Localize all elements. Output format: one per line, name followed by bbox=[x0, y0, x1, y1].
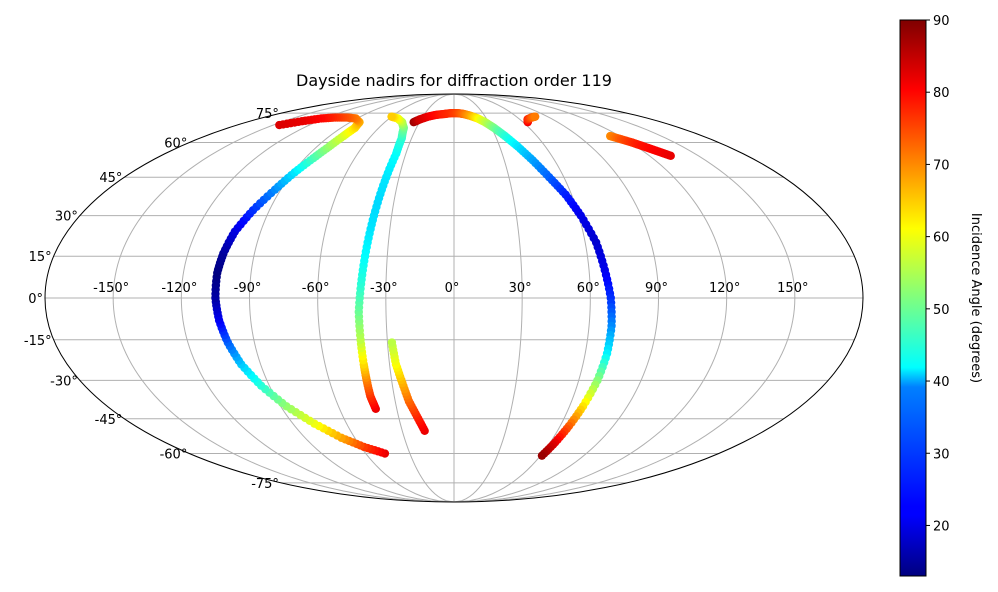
x-tick-label: -60° bbox=[302, 281, 330, 296]
colorbar-tick-label: 40 bbox=[933, 375, 950, 390]
colorbar-label: Incidence Angle (degrees) bbox=[968, 213, 983, 383]
chart-title: Dayside nadirs for diffraction order 119 bbox=[296, 71, 612, 90]
data-point bbox=[387, 112, 396, 121]
graticule bbox=[45, 93, 863, 503]
x-tick-label: -30° bbox=[370, 281, 398, 296]
colorbar-tick-label: 50 bbox=[933, 303, 950, 318]
y-tick-label: 15° bbox=[29, 250, 52, 265]
y-tick-label: 45° bbox=[99, 171, 122, 186]
y-tick-label: -30° bbox=[50, 374, 78, 389]
y-tick-label: 0° bbox=[28, 292, 43, 307]
data-point bbox=[530, 112, 540, 121]
colorbar-tick-label: 20 bbox=[933, 519, 950, 534]
colorbar-gradient bbox=[899, 19, 927, 577]
x-tick-label: 120° bbox=[709, 281, 740, 296]
map-boundary bbox=[44, 93, 864, 503]
x-tick-label: -120° bbox=[161, 281, 197, 296]
x-tick-label: -90° bbox=[234, 281, 262, 296]
x-tick-label: -150° bbox=[93, 281, 129, 296]
scatter-points bbox=[211, 108, 675, 460]
colorbar-tick-label: 80 bbox=[933, 86, 950, 101]
data-point bbox=[275, 120, 284, 130]
y-tick-label: -75° bbox=[251, 477, 279, 492]
colorbar-tick-label: 30 bbox=[933, 447, 950, 462]
latitude-tick-labels: -75° -60° -45° -30° -15° 0° 15° 30° 45° 60° 75° bbox=[24, 107, 279, 492]
x-tick-label: 0° bbox=[445, 281, 460, 296]
x-tick-label: 90° bbox=[645, 281, 668, 296]
data-point bbox=[387, 338, 397, 347]
data-point bbox=[666, 151, 675, 161]
longitude-tick-labels: -150° -120° -90° -60° -30° 0° 30° 60° 90° 120° 150… bbox=[93, 281, 808, 296]
y-tick-label: -15° bbox=[24, 334, 52, 349]
y-tick-label: 75° bbox=[256, 107, 279, 122]
x-tick-label: 30° bbox=[509, 281, 532, 296]
colorbar-ticks: 20 30 40 50 60 70 80 90 bbox=[926, 14, 950, 534]
colorbar-tick-label: 70 bbox=[933, 158, 950, 173]
colorbar-tick-label: 60 bbox=[933, 231, 950, 246]
y-tick-label: 60° bbox=[164, 136, 187, 151]
y-tick-label: -45° bbox=[95, 413, 123, 428]
colorbar: 20 30 40 50 60 70 80 90 Incidence Angle (degree… bbox=[899, 14, 983, 577]
y-tick-label: 30° bbox=[55, 210, 78, 225]
x-tick-label: 150° bbox=[777, 281, 808, 296]
data-point bbox=[537, 451, 547, 460]
x-tick-label: 60° bbox=[577, 281, 600, 296]
colorbar-tick-label: 90 bbox=[933, 14, 950, 29]
y-tick-label: -60° bbox=[160, 448, 188, 463]
